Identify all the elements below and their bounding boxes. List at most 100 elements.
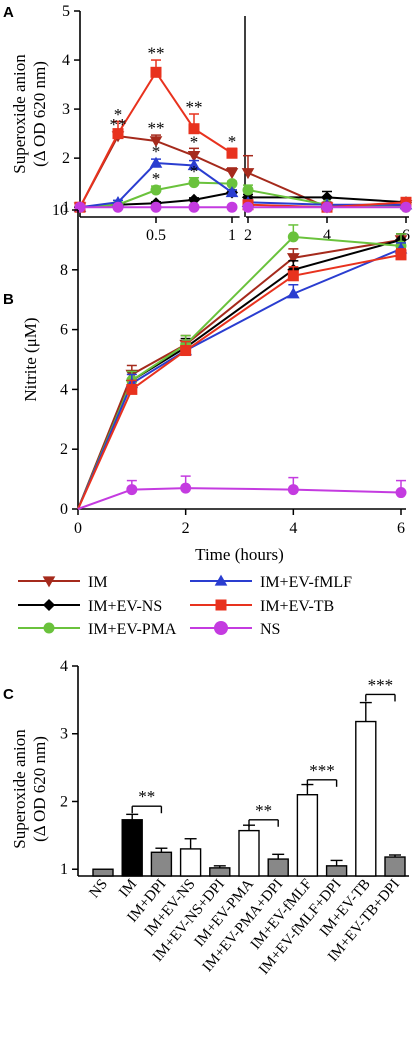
panel-a-point — [321, 201, 333, 213]
legend-label: NS — [260, 621, 280, 638]
panel-c-bar — [121, 819, 143, 877]
panel-a-point — [188, 201, 200, 213]
legend-item: NS — [190, 621, 280, 638]
panel-b-series-line — [77, 247, 402, 510]
panel-c-y-label-line1: Superoxide anion — [10, 729, 29, 849]
panel-a-point — [187, 151, 201, 163]
panel-b-y-tick-label: 6 — [60, 322, 68, 339]
panel-a-significance: * — [190, 132, 199, 151]
panel-a-point — [225, 168, 239, 180]
panel-b-point — [287, 231, 299, 243]
panel-b-x-tick-label: 0 — [74, 520, 82, 537]
panel-c-bar — [267, 858, 289, 877]
panel-a-y-tick-label: 1 — [62, 199, 70, 216]
panel-b-series-4 — [77, 248, 407, 510]
panel-a-significance: * — [114, 105, 123, 124]
panel-c-bar — [179, 848, 202, 877]
panel-b-x-tick-label: 6 — [397, 520, 405, 537]
legend-marker — [214, 574, 228, 586]
panel-b-y-tick-label: 0 — [60, 501, 68, 518]
panel-b-point — [180, 345, 192, 357]
panel-c-bar — [209, 867, 231, 877]
legend-item: IM+EV-PMA — [18, 621, 177, 638]
panel-b-y-label: Nitrite (μM) — [21, 317, 40, 401]
panel-a-series-5 — [74, 201, 412, 213]
panel-a-point — [150, 66, 162, 78]
legend-label: IM+EV-NS — [88, 598, 162, 615]
panel-b-x-tick-label: 2 — [182, 520, 190, 537]
panel-c-y-tick-label: 2 — [60, 793, 68, 810]
panel-a-point — [400, 201, 412, 213]
legend: IM IM+EV-fMLF IM+EV-NS IM+EV-TB IM+EV-PMA NS — [18, 574, 352, 638]
panel-c-significance: *** — [368, 675, 394, 694]
panel-a-y-label-line2: (Δ OD 620 nm) — [30, 61, 49, 167]
legend-item: IM+EV-fMLF — [190, 574, 352, 591]
panel-a-significance: ** — [186, 98, 203, 117]
panel-c-bar — [384, 856, 406, 877]
panel-a-significance: ** — [148, 44, 165, 63]
panel-c-significance: ** — [138, 787, 155, 806]
legend-label: IM+EV-PMA — [88, 621, 177, 638]
panel-a-y-tick-label: 4 — [62, 52, 70, 69]
panel-a-point — [149, 156, 163, 168]
panel-a-point — [241, 168, 255, 180]
panel-c-y-tick-label: 4 — [60, 658, 68, 675]
legend-item: IM+EV-TB — [190, 598, 334, 615]
panel-c-category-label: NS — [86, 876, 111, 901]
legend-label: IM — [88, 574, 108, 591]
panel-a-significance: * — [152, 169, 161, 188]
panel-a-point — [187, 159, 201, 171]
panel-b-x-label: Time (hours) — [195, 545, 284, 564]
panel-a-x-tick-label: 1 — [228, 227, 236, 244]
panel-b-x-tick-label: 4 — [289, 520, 297, 537]
panel-c-bar — [92, 868, 114, 877]
panel-b-point — [287, 270, 299, 282]
panel-a-point — [226, 178, 238, 190]
legend-marker — [42, 576, 56, 588]
panel-b-series-5 — [77, 475, 407, 510]
panel-b-series-line — [77, 253, 402, 510]
legend-item: IM — [18, 574, 108, 591]
panel-b-series-3 — [77, 242, 408, 510]
panel-b-y-tick-label: 10 — [52, 202, 68, 219]
panel-a-point — [188, 177, 200, 189]
panel-b-letter: B — [3, 291, 14, 308]
panel-a-significance: * — [152, 142, 161, 161]
panel-b-y-tick-label: 2 — [60, 441, 68, 458]
panel-a-y-tick-label: 3 — [62, 101, 70, 118]
panel-a-significance: * — [190, 162, 199, 181]
panel-c-category-label: IM — [116, 876, 140, 900]
panel-c-bar — [355, 720, 377, 877]
panel-b-y-tick-label: 4 — [60, 381, 68, 398]
panel-c-bar — [150, 851, 173, 877]
panel-b: B 0 2 4 6 8 10 0 2 4 6 Time (hours) Nitrite (μM) — [3, 202, 408, 564]
panel-c-bar — [325, 865, 348, 877]
panel-a-point — [242, 184, 254, 196]
panel-a-point — [242, 201, 254, 213]
panel-b-point — [287, 253, 300, 265]
panel-a-point — [226, 147, 238, 159]
legend-marker — [214, 621, 228, 635]
panel-a-y-label-line1: Superoxide anion — [10, 54, 29, 174]
legend-label: IM+EV-TB — [260, 598, 334, 615]
panel-a-significance: ** — [148, 119, 165, 138]
panel-b-point — [126, 383, 138, 395]
panel-a-point — [112, 201, 124, 213]
panel-c-bar — [238, 829, 260, 877]
panel-b-series-line — [77, 238, 402, 510]
panel-a-point — [188, 123, 200, 135]
legend-marker — [42, 598, 56, 612]
panel-c-y-tick-label: 3 — [60, 726, 68, 743]
panel-b-y-tick-label: 8 — [60, 262, 68, 279]
panel-c-significance: *** — [309, 761, 335, 780]
panel-b-series-line — [77, 487, 402, 510]
legend-item: IM+EV-NS — [18, 598, 162, 615]
panel-a-point — [112, 128, 124, 140]
panel-a-significance: * — [228, 132, 237, 151]
panel-b-point — [126, 484, 138, 496]
legend-label: IM+EV-fMLF — [260, 574, 352, 591]
panel-a-point — [74, 201, 86, 213]
panel-a-x-tick-label: 4 — [323, 227, 331, 244]
